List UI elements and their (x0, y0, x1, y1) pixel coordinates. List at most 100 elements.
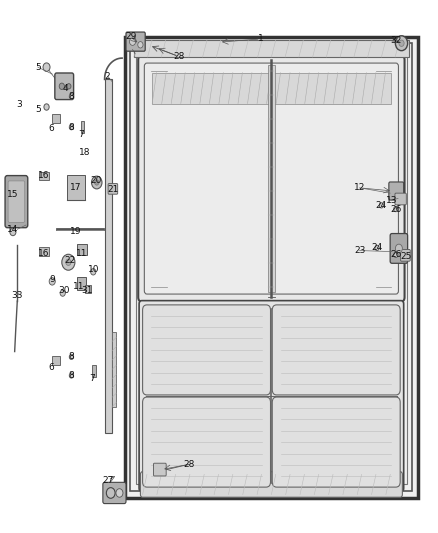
Bar (52, 357, 60, 365)
Text: 28: 28 (184, 460, 195, 469)
Circle shape (399, 40, 404, 46)
Text: 29: 29 (125, 33, 137, 42)
Circle shape (60, 290, 65, 296)
Circle shape (379, 203, 384, 208)
Text: 8: 8 (69, 123, 74, 132)
Circle shape (138, 42, 143, 48)
Text: 24: 24 (371, 244, 383, 253)
Bar (81, 121, 84, 133)
Circle shape (69, 125, 74, 130)
Text: 11: 11 (73, 282, 84, 291)
Circle shape (396, 36, 408, 51)
Text: 8: 8 (69, 352, 74, 361)
Circle shape (66, 259, 71, 265)
Text: 1: 1 (258, 35, 263, 44)
FancyBboxPatch shape (8, 181, 25, 222)
Text: 33: 33 (11, 291, 23, 300)
Text: 24: 24 (376, 201, 387, 210)
Bar (52, 115, 60, 123)
Circle shape (69, 354, 74, 360)
FancyBboxPatch shape (5, 175, 28, 228)
Bar (92, 366, 96, 377)
Text: 22: 22 (64, 256, 75, 264)
FancyBboxPatch shape (401, 249, 410, 261)
FancyBboxPatch shape (395, 193, 406, 205)
Bar (152, 72, 391, 103)
FancyBboxPatch shape (55, 73, 74, 100)
Text: 6: 6 (48, 363, 54, 372)
Bar (39, 172, 49, 180)
FancyBboxPatch shape (138, 55, 405, 302)
Circle shape (67, 84, 71, 89)
Text: 2: 2 (105, 71, 110, 80)
Circle shape (59, 83, 64, 90)
Text: 21: 21 (108, 185, 119, 194)
Circle shape (62, 254, 75, 270)
Bar (39, 247, 49, 256)
Bar (131, 43, 413, 491)
Circle shape (43, 63, 50, 71)
FancyBboxPatch shape (126, 32, 145, 51)
FancyBboxPatch shape (108, 183, 118, 194)
Circle shape (10, 228, 16, 236)
Bar (112, 332, 117, 407)
Text: 4: 4 (63, 84, 68, 93)
Text: 5: 5 (35, 105, 41, 114)
Circle shape (394, 252, 398, 257)
Text: 17: 17 (70, 183, 81, 192)
FancyBboxPatch shape (390, 233, 408, 263)
Text: 11: 11 (76, 249, 87, 258)
FancyBboxPatch shape (153, 463, 166, 476)
Text: 26: 26 (390, 251, 402, 260)
Text: 6: 6 (48, 124, 54, 133)
Circle shape (49, 278, 55, 285)
Bar (136, 50, 407, 484)
Circle shape (44, 104, 49, 110)
Text: 7: 7 (78, 130, 85, 139)
Text: 18: 18 (79, 148, 90, 157)
Text: 5: 5 (35, 63, 41, 71)
Bar (105, 79, 113, 433)
FancyBboxPatch shape (145, 63, 399, 294)
Circle shape (375, 245, 379, 251)
FancyBboxPatch shape (143, 305, 271, 395)
Text: 7: 7 (89, 374, 95, 383)
Circle shape (69, 373, 74, 378)
Circle shape (396, 244, 403, 253)
Text: 31: 31 (81, 286, 93, 295)
Bar (268, 65, 275, 292)
Text: 19: 19 (70, 228, 81, 237)
Circle shape (69, 94, 74, 99)
Bar (77, 244, 87, 255)
Text: 16: 16 (38, 171, 49, 180)
Text: 8: 8 (69, 92, 74, 101)
FancyBboxPatch shape (143, 397, 271, 487)
Text: 25: 25 (400, 253, 412, 261)
Circle shape (106, 488, 115, 498)
FancyBboxPatch shape (272, 397, 400, 487)
Bar (125, 37, 418, 498)
Text: 30: 30 (58, 286, 70, 295)
FancyBboxPatch shape (139, 301, 404, 491)
Text: 13: 13 (386, 196, 397, 205)
Text: 9: 9 (49, 275, 55, 284)
Circle shape (95, 180, 99, 185)
Text: 32: 32 (390, 36, 402, 45)
Text: 15: 15 (7, 190, 19, 199)
Bar (134, 40, 409, 57)
Bar (67, 174, 85, 200)
Text: 23: 23 (354, 246, 365, 255)
Text: 27: 27 (102, 476, 113, 484)
Text: 14: 14 (7, 225, 18, 234)
FancyBboxPatch shape (389, 182, 404, 200)
Circle shape (394, 206, 398, 212)
Bar (85, 285, 91, 293)
Circle shape (91, 269, 96, 275)
Text: 8: 8 (69, 371, 74, 380)
Circle shape (92, 176, 102, 189)
FancyBboxPatch shape (272, 305, 400, 395)
FancyBboxPatch shape (103, 482, 126, 504)
Text: 28: 28 (173, 52, 184, 61)
Circle shape (116, 489, 123, 497)
Text: 12: 12 (354, 183, 365, 192)
